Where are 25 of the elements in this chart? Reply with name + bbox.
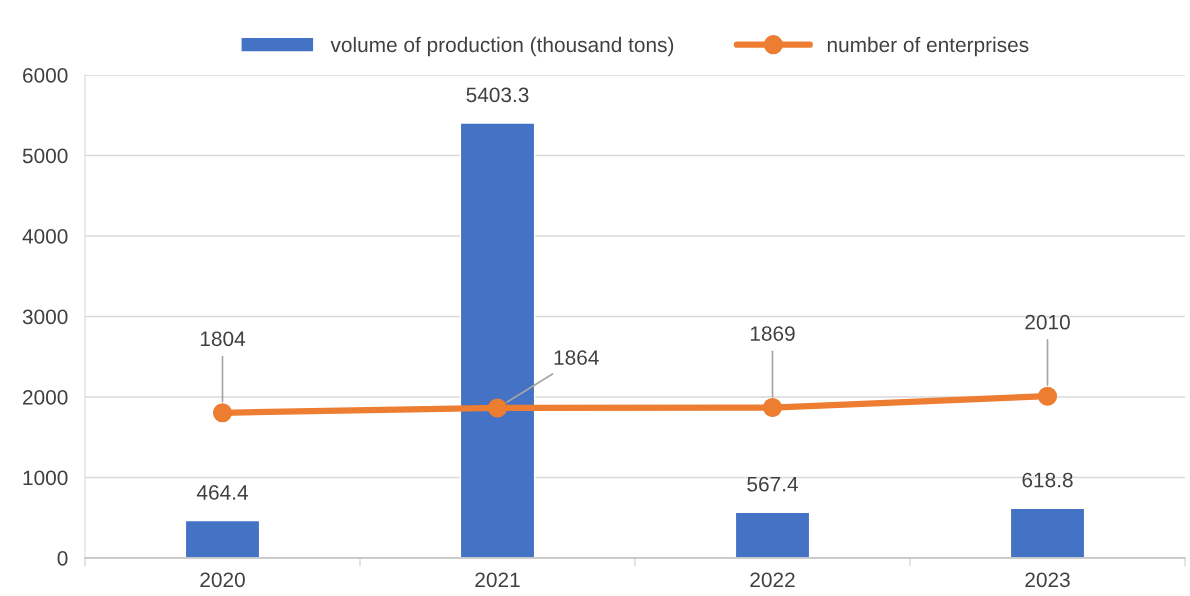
y-tick-label: 3000 <box>22 309 68 325</box>
y-tick-label: 5000 <box>22 148 68 164</box>
y-tick-label: 2000 <box>23 390 68 405</box>
data-label: 567.4 <box>747 476 798 492</box>
data-label: 464.4 <box>196 485 248 500</box>
data-label: 5403.3 <box>466 87 529 103</box>
data-label: 1804 <box>200 331 246 347</box>
x-tick-label: 2023 <box>1025 572 1070 588</box>
data-label: 1869 <box>750 326 795 341</box>
y-tick-label: 4000 <box>22 229 68 244</box>
y-tick-label: 0 <box>57 551 68 566</box>
y-tick-label: 1000 <box>23 470 68 486</box>
x-tick-label: 2022 <box>750 572 795 588</box>
data-label: 2010 <box>1025 314 1070 330</box>
x-tick-label: 2020 <box>200 572 245 588</box>
data-label: 618.8 <box>1022 472 1073 488</box>
legend-label: volume of production (thousand tons) <box>330 36 674 57</box>
y-tick-label: 6000 <box>23 68 68 83</box>
x-tick-label: 2021 <box>475 572 520 588</box>
bar <box>459 122 536 558</box>
data-label: 1864 <box>554 350 599 365</box>
bar <box>734 511 811 558</box>
bar <box>1009 507 1086 558</box>
bar <box>184 519 261 558</box>
legend-label: number of enterprises <box>827 36 1029 57</box>
